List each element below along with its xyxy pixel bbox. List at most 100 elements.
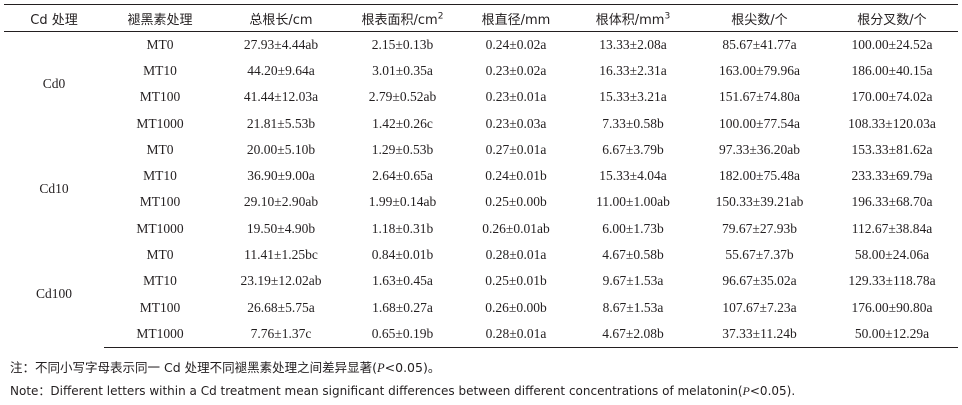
value-cell: 58.00±24.06a xyxy=(854,247,930,263)
value-cell: 41.44±12.03a xyxy=(243,89,319,105)
value-cell: 20.00±5.10b xyxy=(246,141,316,157)
value-cell: 27.93±4.44ab xyxy=(243,36,319,52)
melatonin-treatment-cell: MT10 xyxy=(143,62,177,78)
value-cell: 0.28±0.01a xyxy=(459,320,573,348)
value-cell: 97.33±36.20ab xyxy=(719,141,800,157)
value-cell: 11.41±1.25bc xyxy=(244,247,318,263)
value-cell: 2.79±0.52ab xyxy=(368,89,437,105)
value-cell: 3.01±0.35a xyxy=(372,62,433,78)
table-row: MT100 41.44±12.03a 2.79±0.52ab 0.23±0.01a 15… xyxy=(4,84,958,110)
melatonin-treatment-cell: MT10 xyxy=(143,273,177,289)
value-cell: 182.00±75.48a xyxy=(719,168,800,184)
table-row: MT1000 7.76±1.37c 0.65±0.19b 0.28±0.01a 4.67… xyxy=(4,320,958,348)
value-cell: 170.00±74.02a xyxy=(851,89,933,105)
col-header-root-surface-area: 根表面积/cm2 xyxy=(346,4,459,32)
value-cell: 0.25±0.00b xyxy=(485,194,547,210)
value-cell: 16.33±2.31a xyxy=(599,62,667,78)
melatonin-treatment-cell: MT100 xyxy=(139,89,181,105)
value-cell: 6.00±1.73b xyxy=(602,220,664,236)
value-cell: 15.33±3.21a xyxy=(599,89,667,105)
col-header-melatonin: 褪黑素处理 xyxy=(104,4,216,32)
value-cell: 1.42±0.26c xyxy=(372,115,433,131)
value-cell: 0.27±0.01a xyxy=(485,141,547,157)
value-cell: 1.68±0.27a xyxy=(372,299,433,315)
value-cell: 55.67±7.37b xyxy=(725,247,794,263)
table-row: MT10 44.20±9.64a 3.01±0.35a 0.23±0.02a 16.33… xyxy=(4,58,958,84)
value-cell: 4.67±2.08b xyxy=(573,320,693,348)
value-cell: 107.67±7.23a xyxy=(722,299,797,315)
col-header-root-tips: 根尖数/个 xyxy=(693,4,826,32)
value-cell: 85.67±41.77a xyxy=(722,36,797,52)
value-cell: 19.50±4.90b xyxy=(246,220,316,236)
value-cell: 2.15±0.13b xyxy=(371,36,434,52)
value-cell: 0.26±0.00b xyxy=(485,299,547,315)
melatonin-treatment-cell: MT1000 xyxy=(136,220,184,236)
root-traits-table: Cd 处理 褪黑素处理 总根长/cm 根表面积/cm2 根直径/mm 根体积/m… xyxy=(4,4,958,348)
value-cell: 163.00±79.96a xyxy=(719,62,800,78)
value-cell: 6.67±3.79b xyxy=(602,141,664,157)
value-cell: 0.24±0.02a xyxy=(485,36,547,52)
melatonin-treatment-cell: MT100 xyxy=(139,299,181,315)
value-cell: 151.67±74.80a xyxy=(719,89,800,105)
cd-treatment-cell: Cd100 xyxy=(35,286,72,302)
value-cell: 0.24±0.01b xyxy=(485,168,547,184)
value-cell: 36.90±9.00a xyxy=(247,168,315,184)
col-header-root-volume: 根体积/mm3 xyxy=(573,4,693,32)
value-cell: 7.76±1.37c xyxy=(216,320,346,348)
value-cell: 0.26±0.01ab xyxy=(482,220,550,236)
melatonin-treatment-cell: MT10 xyxy=(143,168,177,184)
table-row: Cd100 MT0 11.41±1.25bc 0.84±0.01b 0.28±0.01a… xyxy=(4,242,958,301)
value-cell: 23.19±12.02ab xyxy=(240,273,322,289)
value-cell: 2.64±0.65a xyxy=(372,168,433,184)
value-cell: 26.68±5.75a xyxy=(247,299,315,315)
value-cell: 233.33±69.79a xyxy=(851,168,933,184)
table-row: Cd0 MT0 27.93±4.44ab 2.15±0.13b 0.24±0.02a 13… xyxy=(4,32,958,91)
col-header-cd: Cd 处理 xyxy=(4,4,104,32)
value-cell: 196.33±68.70a xyxy=(851,194,933,210)
value-cell: 153.33±81.62a xyxy=(851,141,933,157)
table-row: MT10 36.90±9.00a 2.64±0.65a 0.24±0.01b 15.33… xyxy=(4,163,958,189)
value-cell: 0.84±0.01b xyxy=(371,247,434,263)
value-cell: 96.67±35.02a xyxy=(722,273,797,289)
melatonin-treatment-cell: MT1000 xyxy=(104,320,216,348)
table-row: MT1000 19.50±4.90b 1.18±0.31b 0.26±0.01ab 6.… xyxy=(4,216,958,242)
header-row: Cd 处理 褪黑素处理 总根长/cm 根表面积/cm2 根直径/mm 根体积/m… xyxy=(4,4,958,32)
melatonin-treatment-cell: MT1000 xyxy=(136,115,184,131)
value-cell: 50.00±12.29a xyxy=(826,320,958,348)
cd-treatment-cell: Cd10 xyxy=(39,181,69,197)
value-cell: 4.67±0.58b xyxy=(602,247,664,263)
value-cell: 1.29±0.53b xyxy=(371,141,434,157)
value-cell: 186.00±40.15a xyxy=(851,62,933,78)
value-cell: 100.00±24.52a xyxy=(851,36,933,52)
value-cell: 13.33±2.08a xyxy=(599,36,667,52)
value-cell: 150.33±39.21ab xyxy=(715,194,804,210)
value-cell: 1.63±0.45a xyxy=(372,273,433,289)
value-cell: 0.23±0.01a xyxy=(485,89,547,105)
value-cell: 11.00±1.00ab xyxy=(596,194,670,210)
table-row: MT100 29.10±2.90ab 1.99±0.14ab 0.25±0.00b 11… xyxy=(4,189,958,215)
value-cell: 79.67±27.93b xyxy=(722,220,797,236)
value-cell: 21.81±5.53b xyxy=(246,115,316,131)
value-cell: 112.67±38.84a xyxy=(851,220,933,236)
melatonin-treatment-cell: MT0 xyxy=(146,36,174,52)
footnote-english: Note：Different letters within a Cd treat… xyxy=(10,384,796,398)
table-row: MT10 23.19±12.02ab 1.63±0.45a 0.25±0.01b 9.6… xyxy=(4,268,958,294)
value-cell: 100.00±77.54a xyxy=(719,115,800,131)
col-header-root-forks: 根分叉数/个 xyxy=(826,4,958,32)
value-cell: 0.23±0.02a xyxy=(485,62,547,78)
value-cell: 9.67±1.53a xyxy=(602,273,664,289)
table-header: Cd 处理 褪黑素处理 总根长/cm 根表面积/cm2 根直径/mm 根体积/m… xyxy=(4,4,958,32)
value-cell: 108.33±120.03a xyxy=(848,115,936,131)
footnote-chinese: 注：不同小写字母表示同一 Cd 处理不同褪黑素处理之间差异显著(P<0.05)。 xyxy=(10,360,441,375)
value-cell: 129.33±118.78a xyxy=(848,273,936,289)
value-cell: 1.99±0.14ab xyxy=(368,194,437,210)
melatonin-treatment-cell: MT100 xyxy=(139,194,181,210)
value-cell: 37.33±11.24b xyxy=(693,320,826,348)
value-cell: 44.20±9.64a xyxy=(247,62,315,78)
melatonin-treatment-cell: MT0 xyxy=(146,141,174,157)
value-cell: 0.23±0.03a xyxy=(485,115,547,131)
value-cell: 1.18±0.31b xyxy=(371,220,434,236)
col-header-root-diameter: 根直径/mm xyxy=(459,4,573,32)
value-cell: 8.67±1.53a xyxy=(602,299,664,315)
